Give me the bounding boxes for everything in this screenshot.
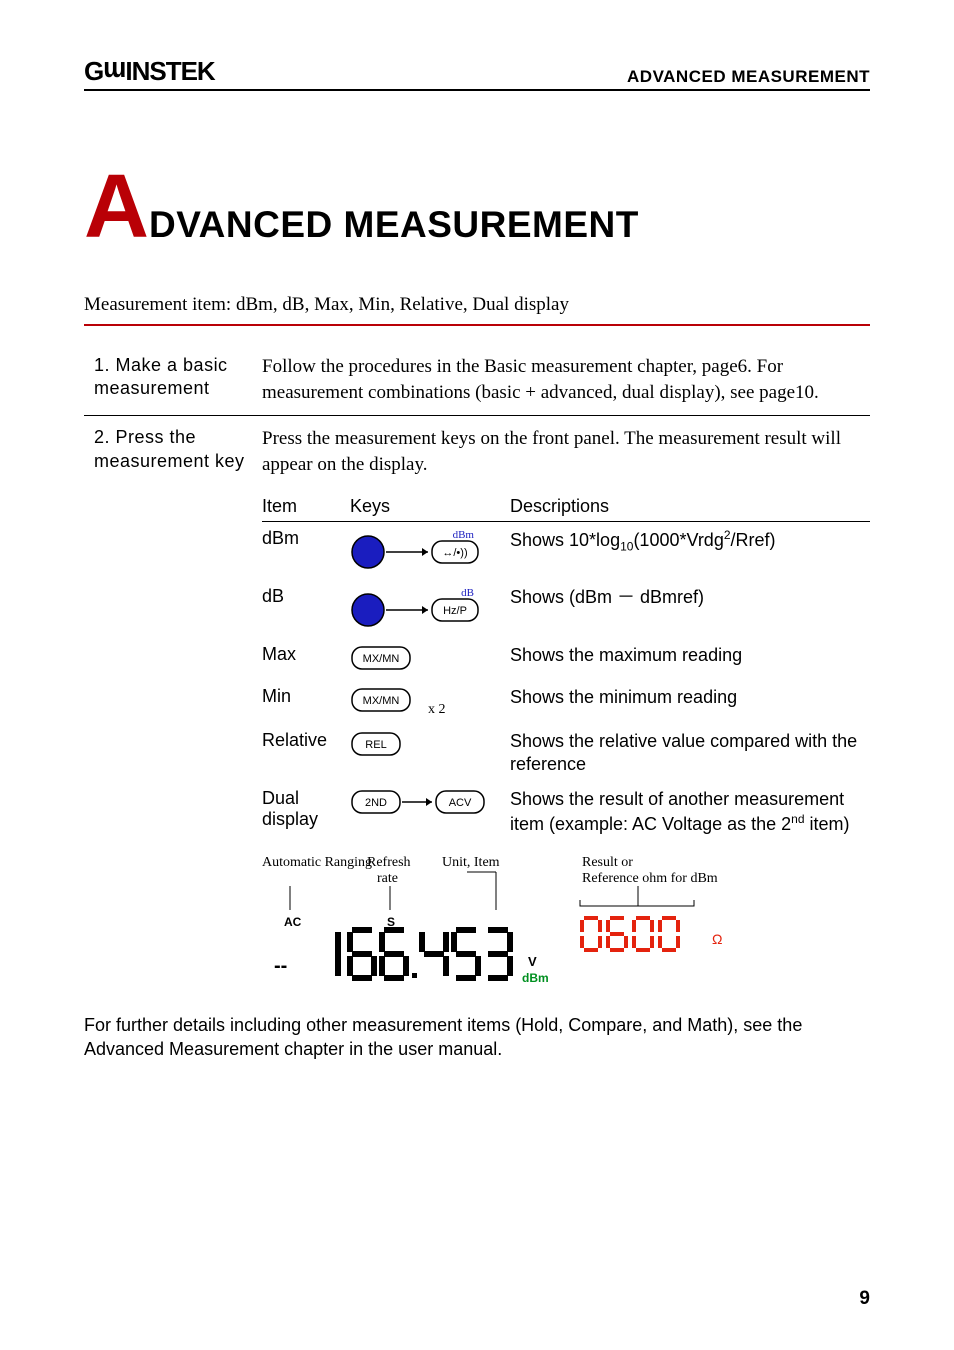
step-2: 2. Press the measurement key Press the m… xyxy=(84,416,870,487)
row-db: dB dB Hz/P Shows (dBm － dBmref) xyxy=(262,580,870,638)
svg-text:Hz/P: Hz/P xyxy=(443,605,467,617)
svg-text:Refreshrate: Refreshrate xyxy=(367,855,411,886)
svg-text:--: -- xyxy=(274,955,287,977)
svg-text:x 2: x 2 xyxy=(428,702,446,717)
step-1-body: Follow the procedures in the Basic measu… xyxy=(262,354,870,405)
row-min: Min MX/MN x 2 Shows the minimum reading xyxy=(262,680,870,724)
svg-text:2ND: 2ND xyxy=(365,797,387,809)
svg-text:MX/MN: MX/MN xyxy=(363,695,400,707)
header-section-title: ADVANCED MEASUREMENT xyxy=(627,67,870,87)
page-title: ADVANCED MEASUREMENT xyxy=(84,171,870,246)
step-1-label: 1. Make a basic measurement xyxy=(84,354,262,401)
svg-text:Result orReference ohm for dBm: Result orReference ohm for dBm xyxy=(582,855,718,886)
shift-button-icon xyxy=(352,536,384,568)
svg-text:dBm: dBm xyxy=(522,971,549,985)
keys-dbm: dBm ↔/•)) xyxy=(350,528,510,574)
footer-note: For further details including other meas… xyxy=(84,1013,870,1062)
shift-button-icon xyxy=(352,594,384,626)
svg-text:MX/MN: MX/MN xyxy=(363,653,400,665)
svg-text:REL: REL xyxy=(365,739,386,751)
row-max: Max MX/MN Shows the maximum reading xyxy=(262,638,870,680)
col-desc: Descriptions xyxy=(510,496,870,517)
svg-text:S: S xyxy=(387,915,395,929)
desc-dual: Shows the result of another measurement … xyxy=(510,788,870,836)
desc-max: Shows the maximum reading xyxy=(510,644,870,667)
page-number: 9 xyxy=(859,1288,870,1310)
svg-text:V: V xyxy=(528,954,537,969)
steps-block: 1. Make a basic measurement Follow the p… xyxy=(84,344,870,488)
brand-logo: GɯINSTEK xyxy=(84,56,215,87)
main-reading-7seg xyxy=(338,930,510,978)
svg-text:Automatic Ranging: Automatic Ranging xyxy=(262,855,372,870)
keys-relative: REL xyxy=(350,730,510,760)
measurement-item-list: Measurement item: dBm, dB, Max, Min, Rel… xyxy=(84,294,870,326)
col-keys: Keys xyxy=(350,496,510,517)
svg-text:dBm: dBm xyxy=(453,529,475,541)
row-dual: Dual display 2ND ACV Shows the result of… xyxy=(262,782,870,842)
secondary-reading-7seg xyxy=(582,918,678,950)
desc-relative: Shows the relative value compared with t… xyxy=(510,730,870,777)
row-relative: Relative REL Shows the relative value co… xyxy=(262,724,870,783)
table-header-row: Item Keys Descriptions xyxy=(262,496,870,522)
col-item: Item xyxy=(262,496,350,517)
keys-max: MX/MN xyxy=(350,644,510,674)
step-1: 1. Make a basic measurement Follow the p… xyxy=(84,344,870,416)
page-header: GɯINSTEK ADVANCED MEASUREMENT xyxy=(84,56,870,91)
keys-min: MX/MN x 2 xyxy=(350,686,510,718)
desc-db: Shows (dBm － dBmref) xyxy=(510,586,870,609)
desc-min: Shows the minimum reading xyxy=(510,686,870,709)
display-diagram: Automatic Ranging Refreshrate Unit, Item… xyxy=(262,852,870,1007)
keys-db: dB Hz/P xyxy=(350,586,510,632)
desc-dbm: Shows 10*log10(1000*Vrdg2/Rref) xyxy=(510,528,870,555)
svg-text:Ω: Ω xyxy=(712,931,722,947)
svg-text:↔/•)): ↔/•)) xyxy=(442,547,467,559)
step-2-body: Press the measurement keys on the front … xyxy=(262,426,870,477)
keys-dual: 2ND ACV xyxy=(350,788,510,818)
row-dbm: dBm dBm ↔/•)) Shows 10*log10(1000*Vrdg2/… xyxy=(262,522,870,580)
keys-table: Item Keys Descriptions dBm dBm ↔/•)) Sho… xyxy=(262,496,870,1008)
svg-text:Unit, Item: Unit, Item xyxy=(442,855,500,870)
step-2-label: 2. Press the measurement key xyxy=(84,426,262,473)
svg-text:ACV: ACV xyxy=(449,797,472,809)
svg-text:dB: dB xyxy=(461,587,474,599)
svg-text:AC: AC xyxy=(284,915,302,929)
